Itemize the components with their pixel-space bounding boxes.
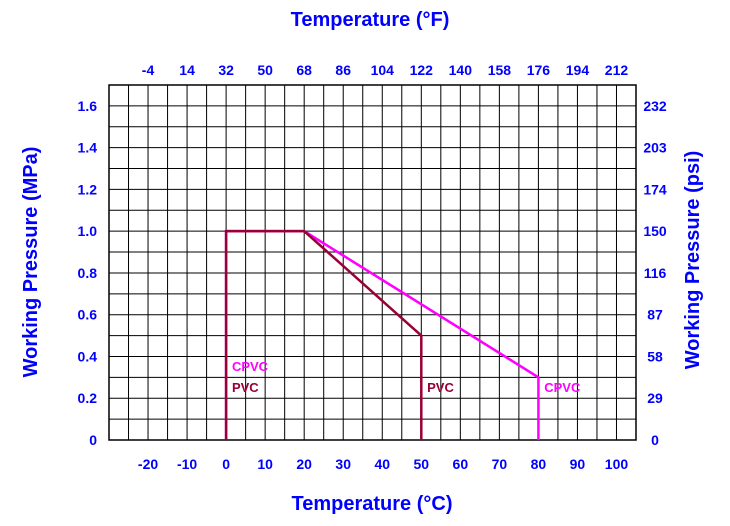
series-label-pvc: PVC (232, 380, 259, 395)
x-tick-label: 50 (414, 456, 430, 472)
y-axis-ticks-mpa: 0 0.2 0.4 0.6 0.8 1.0 1.2 1.4 1.6 (78, 98, 98, 448)
x-axis-title: Temperature (°C) (292, 493, 453, 515)
top-tick-label: 212 (605, 62, 629, 78)
chart-top-title: Temperature (°F) (291, 9, 450, 31)
x-tick-label: 70 (492, 456, 508, 472)
top-tick-label: 140 (449, 62, 473, 78)
chart-grid (109, 85, 636, 440)
right-tick-label: 203 (643, 140, 667, 156)
y-axis-title-right: Working Pressure (psi) (682, 151, 704, 370)
y-axis-ticks-psi: 0 29 58 87 116 150 174 203 232 (643, 98, 667, 448)
top-tick-label: 176 (527, 62, 551, 78)
x-axis-ticks-celsius: -20 -10 0 10 20 30 40 50 60 70 80 90 100 (138, 456, 628, 472)
right-tick-label: 58 (647, 348, 663, 364)
y-tick-label: 1.0 (78, 223, 98, 239)
right-tick-label: 87 (647, 307, 663, 323)
series-label-cpvc: CPVC (544, 380, 581, 395)
right-tick-label: 116 (644, 265, 667, 281)
top-tick-label: 50 (257, 62, 273, 78)
y-tick-label: 0.6 (78, 307, 98, 323)
series-layer (224, 229, 540, 440)
x-tick-label: 0 (222, 456, 230, 472)
x-tick-label: 30 (335, 456, 351, 472)
top-tick-label: 32 (218, 62, 234, 78)
x-tick-label: -10 (177, 456, 197, 472)
top-tick-label: 86 (335, 62, 351, 78)
x-tick-label: 80 (531, 456, 547, 472)
x-axis-ticks-fahrenheit: -4 14 32 50 68 86 104 122 140 158 176 194 212 (142, 62, 629, 78)
series-line-pvc (224, 229, 423, 440)
x-tick-label: 10 (257, 456, 273, 472)
x-tick-label: 40 (374, 456, 390, 472)
x-tick-label: 60 (453, 456, 469, 472)
x-tick-label: 20 (296, 456, 312, 472)
right-tick-label: 174 (643, 181, 667, 197)
y-tick-label: 0.4 (78, 348, 98, 364)
top-tick-label: 104 (371, 62, 395, 78)
series-labels: CPVC CPVC PVC PVC (232, 359, 581, 395)
y-tick-label: 0.8 (78, 265, 98, 281)
y-tick-label: 1.6 (78, 98, 98, 114)
series-label-cpvc: CPVC (232, 359, 269, 374)
right-tick-label: 232 (643, 98, 667, 114)
x-tick-label: 90 (570, 456, 586, 472)
top-tick-label: -4 (142, 62, 155, 78)
y-tick-label: 1.4 (78, 140, 98, 156)
series-label-pvc: PVC (427, 380, 454, 395)
y-axis-title-left: Working Pressure (MPa) (20, 147, 42, 378)
right-tick-label: 29 (647, 390, 663, 406)
top-tick-label: 68 (296, 62, 312, 78)
top-tick-label: 194 (566, 62, 590, 78)
right-tick-label: 150 (643, 223, 667, 239)
y-tick-label: 0 (89, 432, 97, 448)
right-tick-label: 0 (651, 432, 659, 448)
plot-frame (108, 84, 637, 441)
top-tick-label: 158 (488, 62, 512, 78)
y-tick-label: 1.2 (78, 181, 98, 197)
x-tick-label: -20 (138, 456, 158, 472)
top-tick-label: 122 (410, 62, 434, 78)
y-tick-label: 0.2 (78, 390, 98, 406)
top-tick-label: 14 (179, 62, 195, 78)
x-tick-label: 100 (605, 456, 629, 472)
